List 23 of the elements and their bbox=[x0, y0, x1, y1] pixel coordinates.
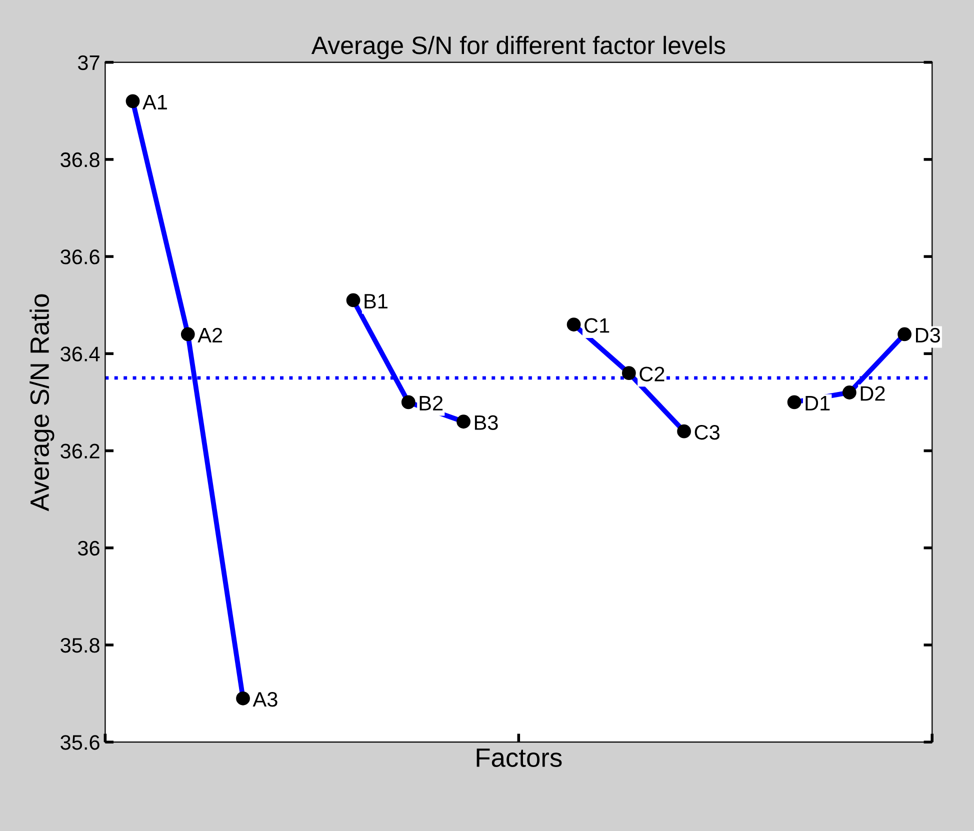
y-tick-label: 36.2 bbox=[60, 444, 100, 459]
data-label: D3 bbox=[916, 328, 940, 343]
y-axis-title: Average S/N Ratio bbox=[30, 294, 54, 512]
data-label: A1 bbox=[142, 95, 167, 110]
data-label: D2 bbox=[860, 386, 885, 401]
y-tick-label: 36.8 bbox=[60, 152, 100, 168]
y-tick-label: 35.6 bbox=[60, 735, 100, 750]
y-tick-label: 36.6 bbox=[60, 250, 100, 264]
x-axis-title: Factors bbox=[476, 748, 562, 768]
data-label: B2 bbox=[420, 396, 443, 410]
data-label: A2 bbox=[198, 328, 222, 342]
data-label: C3 bbox=[694, 424, 720, 440]
data-label: C2 bbox=[640, 366, 664, 382]
data-label: B1 bbox=[364, 294, 388, 308]
data-label: C1 bbox=[584, 318, 610, 333]
data-label: A3 bbox=[252, 692, 278, 707]
data-label: D1 bbox=[806, 396, 830, 410]
y-tick-label: 36.4 bbox=[60, 346, 100, 362]
y-tick-label: 37 bbox=[78, 55, 100, 70]
data-label: B3 bbox=[474, 415, 498, 430]
y-tick-label: 35.8 bbox=[60, 638, 100, 653]
chart-title: Average S/N for different factor levels bbox=[311, 36, 726, 60]
y-tick-label: 36 bbox=[78, 540, 100, 556]
